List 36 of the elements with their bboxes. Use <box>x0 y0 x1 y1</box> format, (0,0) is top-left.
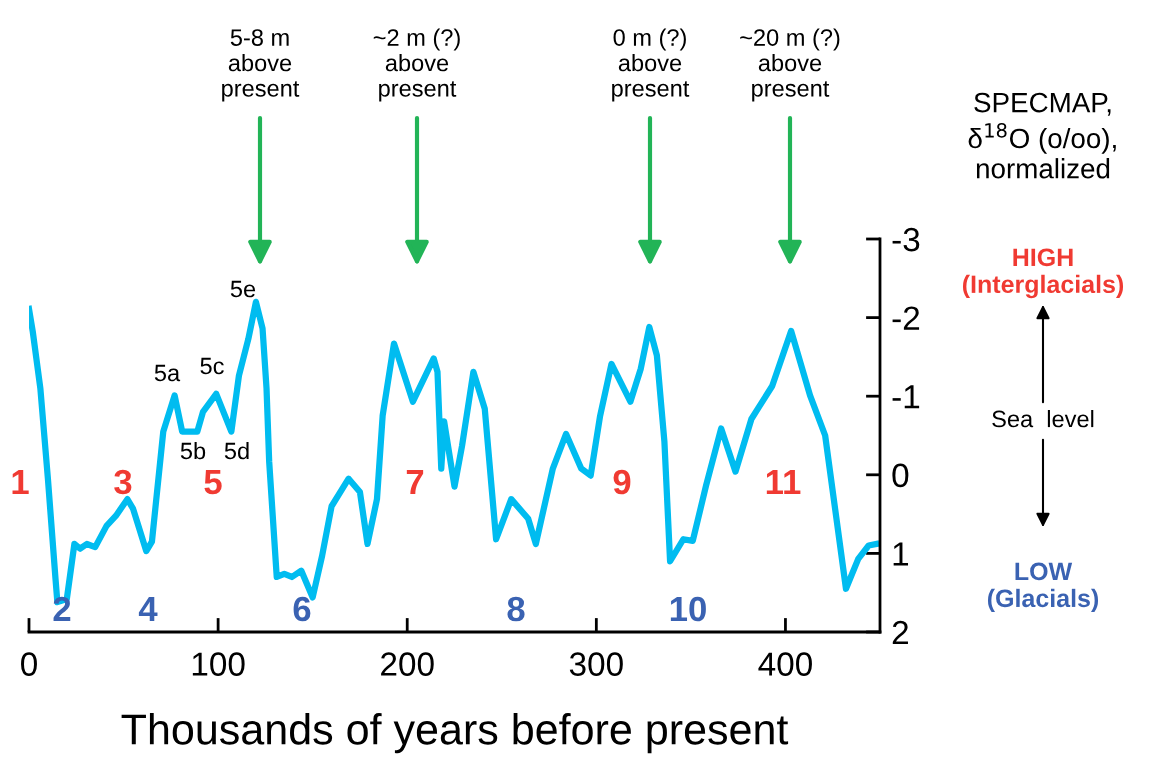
y-tick-label: -1 <box>892 385 920 409</box>
annotation: 5a <box>154 364 181 382</box>
annotation: 5 <box>204 470 222 495</box>
annotation: 3 <box>114 469 132 495</box>
annotation: 5e <box>230 280 256 298</box>
annotation: 5b <box>180 441 206 460</box>
text: 0 m (?) above present <box>612 28 690 102</box>
text: ~2 m (?) above present <box>373 28 460 102</box>
y-tick-label: -3 <box>892 227 920 252</box>
text: 5-8 m above present <box>222 29 300 102</box>
x-tick-label: 200 <box>381 652 434 676</box>
annotation: 11 <box>766 470 801 494</box>
annotation: 4 <box>138 597 158 621</box>
annotation: 8 <box>507 596 525 622</box>
annotation: 2 <box>53 596 71 621</box>
annotation: 10 <box>670 596 706 622</box>
x-tick-label: 0 <box>21 652 37 676</box>
text: ~20 m (?) above present <box>740 28 840 102</box>
y-tick-label: 1 <box>893 542 909 566</box>
annotation: 5c <box>200 357 224 375</box>
x-axis-title: Thousands of years before present <box>121 713 789 754</box>
x-tick-label: 300 <box>569 652 623 676</box>
x-tick-label: 400 <box>758 652 812 676</box>
x-tick-label: 100 <box>192 652 245 676</box>
y-tick-label: 0 <box>892 463 909 488</box>
annotation: 6 <box>293 596 311 622</box>
y-axis-title: SPECMAP, δ$^{18}$O (o/oo), normalized <box>968 92 1116 179</box>
annotation: 9 <box>613 469 631 495</box>
y-tick-label: 2 <box>892 620 908 645</box>
annotation: 5d <box>224 441 249 460</box>
text: HIGH (Interglacials) <box>962 248 1124 299</box>
text: 1 <box>12 470 29 494</box>
annotation: 7 <box>406 470 424 494</box>
text: LOW (Glacials) <box>987 562 1099 613</box>
text: Sea level <box>992 409 1094 428</box>
y-tick-label: -2 <box>892 306 920 330</box>
